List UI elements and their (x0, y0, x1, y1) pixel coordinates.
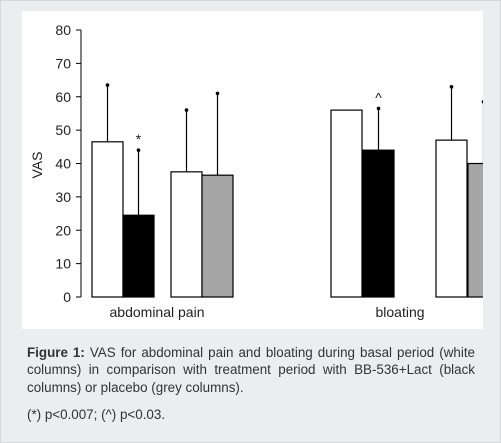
y-tick-label: 40 (55, 156, 71, 172)
error-bar-cap (481, 100, 483, 104)
error-bar-cap (215, 91, 220, 96)
significance-marker: ^ (375, 89, 382, 105)
bar (435, 139, 468, 298)
significance-marker: * (136, 131, 142, 147)
bar (467, 162, 483, 298)
bar (201, 174, 234, 298)
bar (122, 214, 155, 298)
group-label: bloating (375, 304, 424, 320)
y-tick-label: 20 (55, 222, 71, 238)
error-bar-cap (136, 148, 141, 152)
caption-text: VAS for abdominal pain and bloating duri… (27, 345, 475, 395)
error-bar-cap (184, 108, 189, 112)
bar (330, 109, 363, 298)
y-tick-label: 10 (55, 256, 71, 272)
caption-label: Figure 1: (27, 345, 85, 360)
chart-panel: 0 10 20 30 40 50 60 70 80 VAS * abdominal pain ^ bloa… (22, 11, 483, 329)
y-tick-label: 70 (55, 55, 71, 71)
bar-chart: 0 10 20 30 40 50 60 70 80 VAS * abdominal pain ^ bloa… (29, 22, 483, 320)
y-tick-label: 30 (55, 189, 71, 205)
bar (91, 141, 124, 298)
error-bar-cap (376, 106, 381, 111)
y-tick-label: 0 (63, 289, 71, 305)
group-label: abdominal pain (110, 304, 205, 320)
y-tick-label: 80 (55, 22, 71, 38)
error-bar-cap (105, 83, 110, 87)
y-axis-label: VAS (29, 152, 45, 179)
y-tick-label: 50 (55, 122, 71, 138)
error-bar-cap (449, 84, 454, 89)
caption-significance-note: (*) p<0.007; (^) p<0.03. (27, 407, 166, 422)
y-tick-label: 60 (55, 89, 71, 105)
bar (170, 171, 203, 298)
bar (362, 149, 395, 298)
figure-caption: Figure 1: VAS for abdominal pain and blo… (27, 344, 475, 396)
